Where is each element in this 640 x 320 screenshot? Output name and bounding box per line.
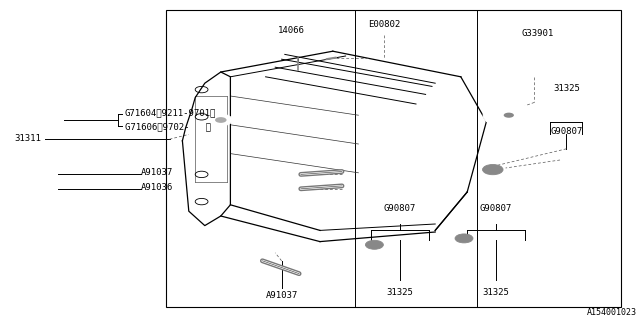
Text: A91037: A91037 bbox=[141, 168, 173, 177]
Text: G71606〈9702-   〉: G71606〈9702- 〉 bbox=[125, 122, 211, 131]
Circle shape bbox=[504, 113, 514, 118]
Circle shape bbox=[493, 107, 525, 123]
Text: G33901: G33901 bbox=[522, 29, 554, 38]
Text: A91037: A91037 bbox=[266, 291, 298, 300]
Text: 14066: 14066 bbox=[278, 26, 305, 35]
Text: 31325: 31325 bbox=[483, 288, 509, 297]
Text: 31311: 31311 bbox=[15, 134, 42, 143]
Circle shape bbox=[483, 164, 503, 175]
Text: A91036: A91036 bbox=[141, 183, 173, 192]
Circle shape bbox=[483, 102, 534, 128]
Text: 31325: 31325 bbox=[553, 84, 580, 93]
Bar bbox=[166, 10, 621, 307]
Circle shape bbox=[365, 240, 383, 249]
Text: A154001023: A154001023 bbox=[587, 308, 637, 317]
Text: G90807: G90807 bbox=[550, 127, 582, 136]
Text: G90807: G90807 bbox=[384, 204, 416, 213]
Text: E00802: E00802 bbox=[368, 20, 400, 29]
Text: G90807: G90807 bbox=[480, 204, 512, 213]
Text: G71604〈9211-9701〉: G71604〈9211-9701〉 bbox=[125, 108, 216, 117]
Text: 31325: 31325 bbox=[387, 288, 413, 297]
Circle shape bbox=[209, 114, 232, 126]
Circle shape bbox=[455, 234, 473, 243]
Circle shape bbox=[215, 117, 227, 123]
